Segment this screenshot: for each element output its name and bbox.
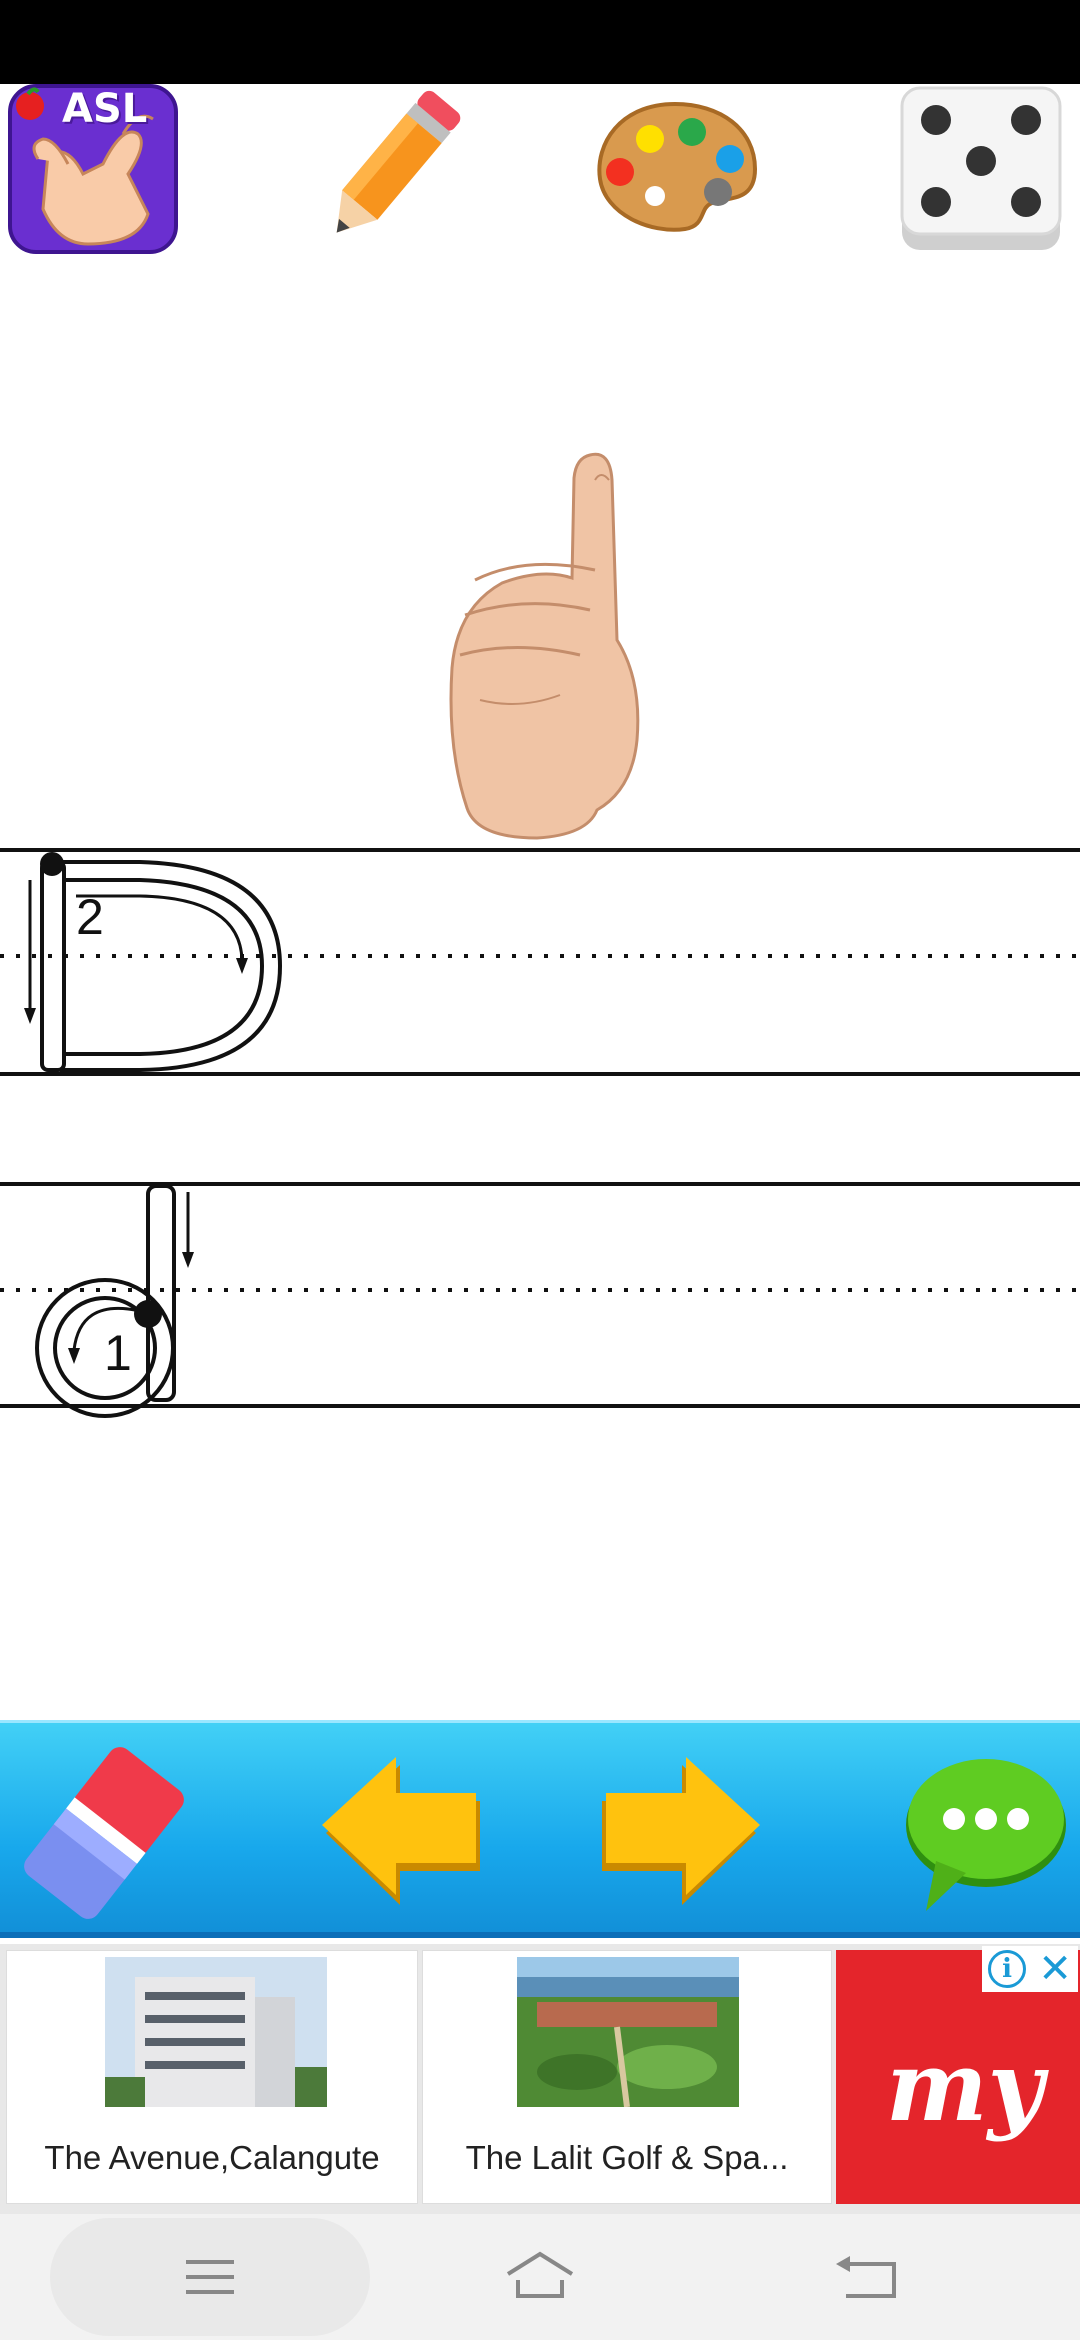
lowercase-stroke-number: 1 xyxy=(104,1325,132,1381)
letter-tracing-area[interactable]: 2 1 xyxy=(0,840,1080,1420)
asl-hand-icon xyxy=(8,84,178,254)
eraser-button[interactable] xyxy=(14,1743,194,1923)
status-bar xyxy=(0,0,1080,84)
ad-brand-panel[interactable]: my xyxy=(836,1950,1080,2204)
next-button[interactable] xyxy=(590,1743,770,1923)
asl-app-button[interactable]: ASL xyxy=(8,84,178,254)
arrow-left-icon xyxy=(322,1757,480,1905)
palette-button[interactable] xyxy=(590,84,760,254)
nav-back-button[interactable] xyxy=(830,2244,910,2310)
asl-logo-text: ASL xyxy=(62,86,148,132)
ad-title[interactable]: The Avenue,Calangute xyxy=(44,2139,380,2176)
asl-sign-hand-image xyxy=(420,440,660,840)
ad-title[interactable]: The Lalit Golf & Spa... xyxy=(465,2139,789,2176)
uppercase-letter-guide xyxy=(24,852,283,1072)
previous-button[interactable] xyxy=(312,1743,492,1923)
eraser-icon xyxy=(24,1747,184,1919)
menu-icon xyxy=(186,2260,234,2294)
dice-button[interactable] xyxy=(896,84,1066,254)
palette-icon xyxy=(597,101,758,232)
ad-banner[interactable]: The Avenue,Calangute The Lalit Golf & Sp… xyxy=(0,1944,1080,2214)
dice-icon xyxy=(900,86,1062,250)
lowercase-letter-guide xyxy=(35,1184,194,1418)
pencil-icon xyxy=(336,90,461,233)
arrow-right-icon xyxy=(602,1757,760,1905)
nav-menu-button[interactable] xyxy=(170,2244,250,2310)
uppercase-stroke-number: 2 xyxy=(76,889,104,945)
ad-close-icon[interactable]: ✕ xyxy=(1038,1946,1072,1992)
ad-choices[interactable]: i ✕ xyxy=(982,1946,1078,1992)
home-icon xyxy=(506,2251,574,2298)
ad-hotel-image xyxy=(105,1957,327,2107)
back-icon xyxy=(836,2256,896,2298)
chat-button[interactable] xyxy=(896,1743,1076,1923)
pencil-button[interactable] xyxy=(305,84,475,254)
ad-brand-logo: my xyxy=(886,2030,1044,2143)
ad-card[interactable]: The Lalit Golf & Spa... xyxy=(422,1950,832,2204)
nav-home-button[interactable] xyxy=(500,2244,580,2310)
ad-info-icon[interactable]: i xyxy=(988,1950,1027,1988)
ad-resort-image xyxy=(517,1957,739,2107)
bottom-toolbar xyxy=(0,1720,1080,1938)
top-toolbar: ASL xyxy=(0,84,1080,254)
ad-card[interactable]: The Avenue,Calangute xyxy=(6,1950,418,2204)
chat-bubble-icon xyxy=(906,1759,1066,1911)
